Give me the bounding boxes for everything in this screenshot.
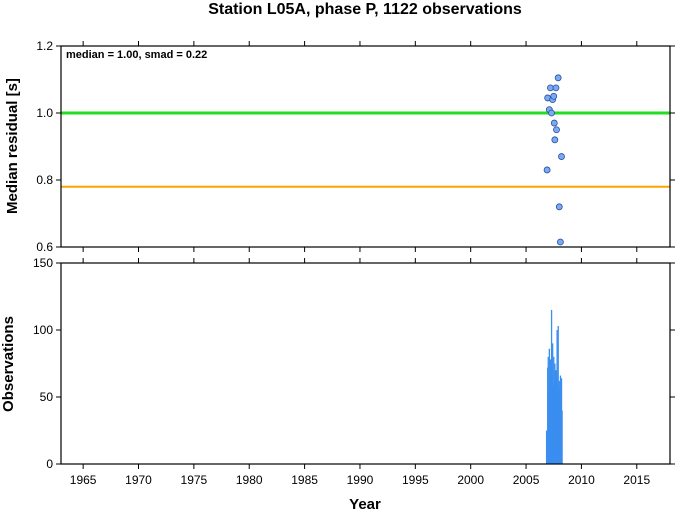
observations-plot-frame — [60, 262, 671, 465]
residual-panel: 0.60.81.01.2 median = 1.00, smad = 0.22 … — [4, 39, 675, 254]
x-tick-label-4: 1985 — [291, 473, 318, 487]
x-tick-label-9: 2010 — [568, 473, 595, 487]
residual-point-13 — [556, 238, 564, 246]
residual-point-11 — [554, 74, 562, 82]
residual-y-tick-label-0: 0.6 — [36, 240, 53, 254]
residual-y-tick-label-1: 0.8 — [36, 173, 53, 187]
residual-point-10 — [553, 126, 560, 134]
residual-y-tick-label-2: 1.0 — [36, 106, 53, 120]
x-tick-label-1: 1970 — [125, 473, 152, 487]
x-tick-label-5: 1990 — [347, 473, 374, 487]
residual-point-6 — [550, 92, 558, 100]
residual-point-9 — [552, 84, 560, 92]
x-tick-label-8: 2005 — [513, 473, 540, 487]
residual-point-8 — [551, 136, 559, 144]
residual-x-ticks — [82, 41, 638, 252]
observations-y-tick-label-0: 0 — [46, 457, 53, 471]
x-tick-label-0: 1965 — [70, 473, 97, 487]
residual-y-axis: 0.6 0.8 1.0 1.2 — [36, 39, 675, 254]
residual-y-label: Median residual [s] — [4, 78, 21, 214]
chart-title: Station L05A, phase P, 1122 observations — [208, 1, 522, 18]
residual-points — [543, 74, 565, 246]
residual-point-7 — [550, 119, 558, 127]
residual-point-4 — [548, 109, 555, 117]
residual-point-14 — [558, 153, 565, 160]
residual-point-12 — [555, 203, 563, 211]
observations-y-tick-label-3: 150 — [33, 256, 53, 270]
x-tick-label-2: 1975 — [181, 473, 208, 487]
residual-y-tick-label-3: 1.2 — [36, 39, 53, 53]
residual-point-0 — [543, 166, 551, 174]
x-tick-label-3: 1980 — [236, 473, 263, 487]
x-tick-label-7: 2000 — [457, 473, 484, 487]
observations-y-tick-label-1: 50 — [40, 390, 54, 404]
observation-bar-27 — [561, 410, 563, 464]
x-tick-label-6: 1995 — [402, 473, 429, 487]
observation-bars — [545, 309, 563, 464]
observations-y-label: Observations — [0, 316, 17, 412]
residual-annotation: median = 1.00, smad = 0.22 — [66, 49, 207, 61]
x-axis-label: Year — [349, 496, 381, 511]
observation-bar-0 — [545, 430, 548, 464]
residual-point-3 — [547, 84, 554, 92]
observations-y-axis: 0 50 100 150 — [33, 256, 675, 471]
reference-lines — [61, 111, 670, 188]
x-tick-label-10: 2015 — [623, 473, 650, 487]
residual-plot-frame — [60, 45, 671, 248]
observations-panel: 0 50 100 150 1965 1970 1975 1980 1985 1990 1995 20… — [0, 256, 675, 511]
observations-y-tick-label-2: 100 — [33, 323, 53, 337]
observations-x-axis: 1965 1970 1975 1980 1985 1990 1995 2000 2005 2010… — [70, 258, 650, 487]
